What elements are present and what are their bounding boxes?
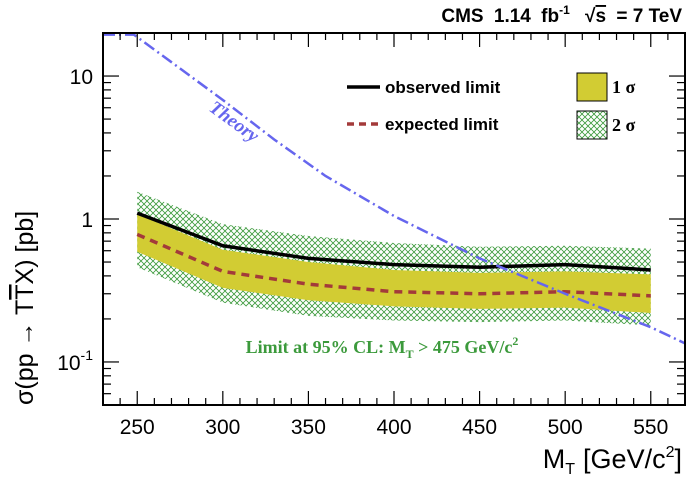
- legend: observed limit expected limit 1 σ 2 σ: [347, 72, 636, 140]
- header-lumi-unit: fb: [541, 6, 559, 27]
- x-tick-label: 550: [633, 416, 668, 439]
- legend-2sigma-swatch: [576, 110, 608, 140]
- limit-annotation: Limit at 95% CL: MT > 475 GeV/c2: [246, 334, 519, 361]
- x-tick-label: 300: [205, 416, 240, 439]
- header-lumi-value: 1.14: [494, 6, 531, 27]
- header-experiment: CMS: [441, 6, 483, 27]
- band-1sigma: [137, 214, 651, 314]
- x-tick-label: 350: [291, 416, 326, 439]
- legend-expected-label: expected limit: [385, 115, 499, 134]
- x-tick-label: 450: [462, 416, 497, 439]
- legend-1sigma-swatch: [576, 72, 608, 102]
- legend-1sigma-label: 1 σ: [612, 77, 636, 97]
- y-tick-label: 10: [70, 66, 93, 89]
- x-axis-label: MT [GeV/c2]: [543, 444, 682, 478]
- x-tick-label: 250: [120, 416, 155, 439]
- theory-curve: [103, 33, 685, 345]
- observed-limit-line: [136, 211, 651, 272]
- header-lumi-exp: -1: [559, 3, 570, 17]
- y-tick-label: 10-1: [57, 347, 93, 375]
- x-tick-labels: 250 300 350 400 450 500 550: [120, 416, 669, 439]
- header-energy-s: s: [595, 6, 606, 27]
- y-axis-label: σ(pp → TTX) [pb]: [11, 211, 39, 405]
- chart-header: CMS 1.14 fb-1 √s = 7 TeV: [441, 0, 682, 27]
- axis-ticks: [103, 32, 685, 406]
- legend-observed-label: observed limit: [385, 78, 501, 97]
- legend-2sigma-label: 2 σ: [612, 115, 636, 135]
- plot-area: [103, 33, 685, 345]
- header-energy-rest: = 7 TeV: [616, 6, 682, 27]
- y-tick-labels: 10 1 10-1: [57, 66, 93, 375]
- expected-limit-line: [136, 232, 651, 298]
- y-tick-label: 1: [81, 209, 93, 232]
- x-tick-label: 400: [376, 416, 411, 439]
- x-tick-label: 500: [548, 416, 583, 439]
- theory-label: Theory: [205, 97, 263, 147]
